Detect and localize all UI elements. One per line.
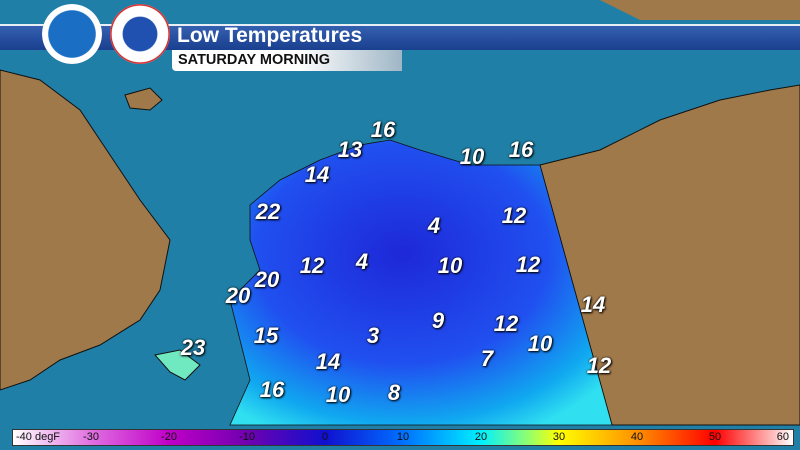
colorbar-tick: -20 <box>161 431 177 443</box>
island <box>124 87 163 111</box>
temperature-label: 20 <box>225 283 251 308</box>
colorbar-tick: 40 <box>630 431 644 443</box>
temperature-label: 12 <box>515 252 541 277</box>
temperature-label: 12 <box>299 253 325 278</box>
page-title: Low Temperatures <box>177 24 363 47</box>
noaa-logo <box>42 4 102 64</box>
temperature-label: 10 <box>459 144 485 169</box>
colorbar-tick: 0 <box>321 431 329 443</box>
island-small <box>154 349 201 381</box>
temperature-label: 8 <box>387 380 401 405</box>
temperature-label: 10 <box>437 253 463 278</box>
colorbar-tick: 10 <box>396 431 410 443</box>
colorbar-tick: -10 <box>239 431 255 443</box>
temperature-label: 12 <box>586 353 612 378</box>
colorbar-tick: 20 <box>474 431 488 443</box>
colorbar: -40 degF -30 -20 -10 0 10 20 30 40 50 60 <box>12 429 794 446</box>
temperature-label: 16 <box>370 117 396 142</box>
colorbar-tick: 60 <box>776 431 789 443</box>
temperature-label: 16 <box>259 377 285 402</box>
colorbar-tick: 30 <box>552 431 566 443</box>
temperature-label: 3 <box>366 323 380 348</box>
temperature-label: 20 <box>254 267 280 292</box>
nws-logo <box>110 4 170 64</box>
temperature-label: 14 <box>315 349 341 374</box>
subtitle-box: SATURDAY MORNING <box>172 50 402 71</box>
colorbar-tick: -30 <box>83 431 99 443</box>
colorbar-tick: 50 <box>708 431 722 443</box>
temperature-label: 14 <box>580 292 606 317</box>
temperature-label: 16 <box>508 137 534 162</box>
land-east <box>539 84 800 426</box>
temperature-label: 14 <box>304 162 330 187</box>
subtitle: SATURDAY MORNING <box>178 52 330 68</box>
temperature-label: 23 <box>180 335 206 360</box>
temperature-label: 12 <box>501 203 527 228</box>
temperature-label: 10 <box>325 382 351 407</box>
temperature-label: 13 <box>337 137 363 162</box>
temperature-label: 4 <box>355 249 369 274</box>
temperature-label: 15 <box>253 323 279 348</box>
temperature-label: 22 <box>255 199 281 224</box>
colorbar-tick: -40 degF <box>16 431 61 443</box>
temperature-label: 7 <box>480 346 494 371</box>
temperature-label: 9 <box>431 308 445 333</box>
temperature-label: 10 <box>527 331 553 356</box>
land-west <box>0 69 171 391</box>
temperature-label: 4 <box>427 213 441 238</box>
land-north <box>600 0 800 20</box>
temperature-field <box>229 139 613 426</box>
temperature-label: 12 <box>493 311 519 336</box>
